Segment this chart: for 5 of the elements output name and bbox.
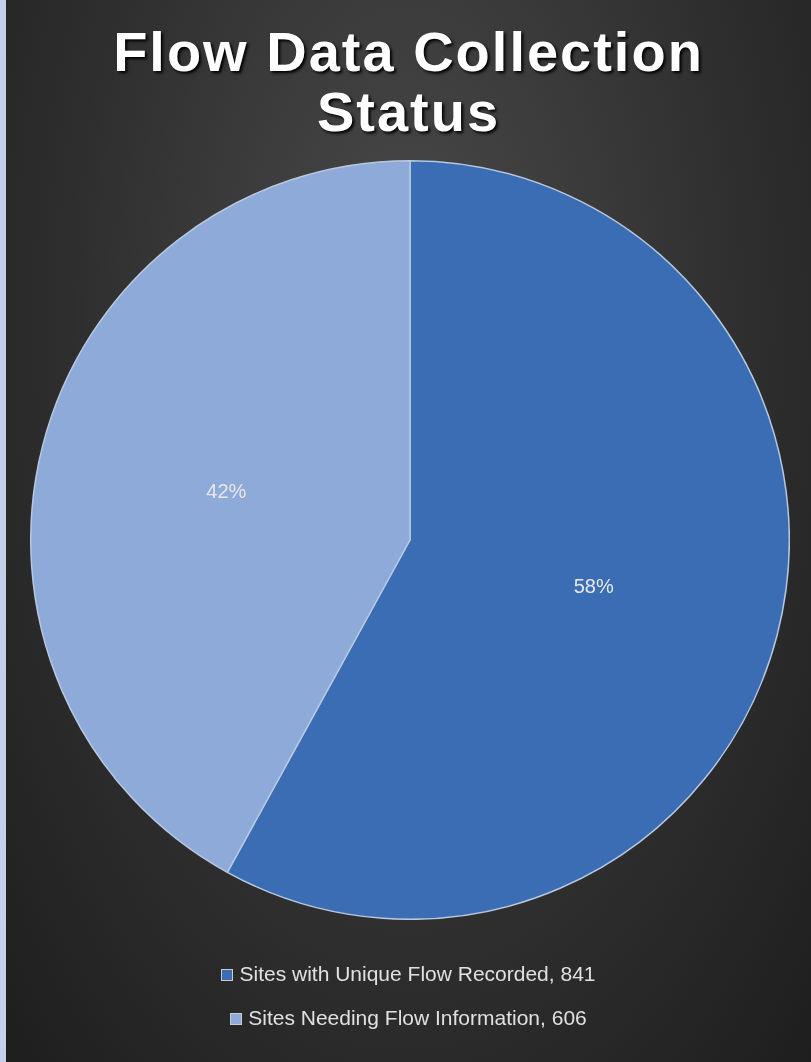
data-label: 58% [573, 574, 614, 597]
data-label: 42% [206, 480, 247, 503]
legend-label: Sites Needing Flow Information, 606 [248, 1006, 587, 1029]
slice-label: Sites with Unique Flow Recorded, 841 [239, 962, 596, 985]
chart-title: Flow Data Collection Status [112, 20, 705, 143]
